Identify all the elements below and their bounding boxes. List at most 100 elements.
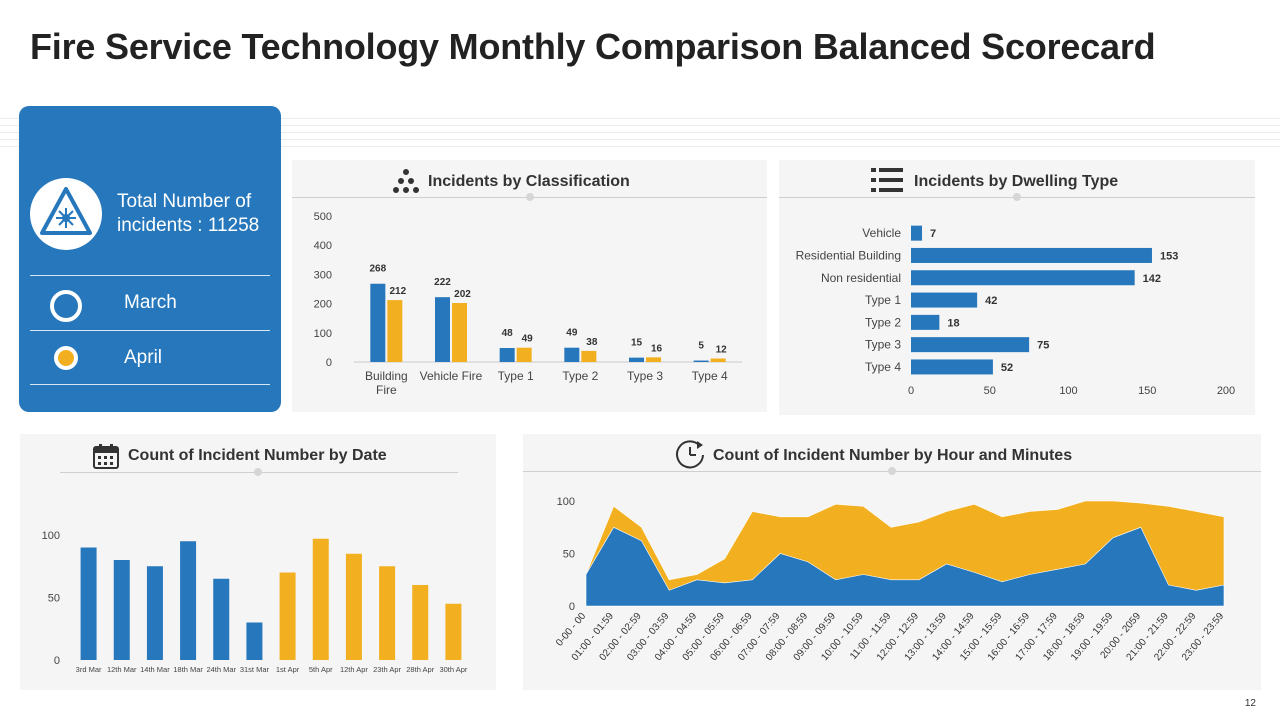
y-tick-label: 100 xyxy=(557,496,575,508)
data-label: 16 xyxy=(651,343,663,354)
sidebar-divider xyxy=(30,330,270,331)
date-panel: Count of Incident Number by Date 0 50 100 3… xyxy=(20,434,496,690)
data-label: 5 xyxy=(698,341,704,352)
y-tick-label: 400 xyxy=(314,240,332,252)
total-label-line1: Total Number of xyxy=(117,191,252,212)
x-tick-label: 150 xyxy=(1138,385,1156,397)
april-date-bar xyxy=(312,538,329,660)
legend-label-april: April xyxy=(124,347,163,368)
x-tick-label: Type 3 xyxy=(627,369,663,383)
x-tick-label: 12th Apr xyxy=(340,665,368,674)
fire-triangle-icon xyxy=(40,187,92,235)
dwelling-panel: Incidents by Dwelling Type Vehicle 7 Resid… xyxy=(779,160,1255,415)
march-date-bar xyxy=(146,566,163,660)
y-tick-label: 0 xyxy=(326,357,332,369)
data-label: 48 xyxy=(502,328,514,339)
april-bar xyxy=(581,350,597,362)
april-date-bar xyxy=(379,566,396,660)
dwelling-bar xyxy=(911,314,940,330)
y-tick-label: 50 xyxy=(48,593,60,605)
x-tick-label: Type 2 xyxy=(562,369,598,383)
fire-service-logo xyxy=(30,178,102,250)
page-number: 12 xyxy=(1244,698,1256,709)
april-bar xyxy=(646,357,661,362)
data-label: 49 xyxy=(522,334,534,345)
march-bar xyxy=(564,347,580,362)
x-tick-label: Type 4 xyxy=(692,369,728,383)
data-label: 12 xyxy=(716,344,728,355)
march-date-bar xyxy=(180,541,197,660)
date-chart: 0 50 100 3rd Mar 12th Mar 14th Mar 18th Mar 24t… xyxy=(42,530,468,674)
march-bar xyxy=(693,360,709,362)
data-label: 42 xyxy=(985,295,997,307)
data-label: 142 xyxy=(1143,273,1161,285)
dwelling-bar xyxy=(911,270,1135,286)
dwelling-bar xyxy=(911,337,1030,353)
y-tick-label: 0 xyxy=(569,601,575,613)
dwelling-bar xyxy=(911,247,1152,263)
list-icon xyxy=(871,168,903,192)
april-date-bar xyxy=(445,603,462,660)
data-label: 52 xyxy=(1001,362,1013,374)
dwelling-bar xyxy=(911,292,978,308)
march-legend-marker xyxy=(50,290,82,322)
y-tick-label: 500 xyxy=(314,211,332,223)
x-tick-label: 200 xyxy=(1217,385,1235,397)
x-tick-label: 3rd Mar xyxy=(76,665,102,674)
x-tick-label: Building xyxy=(365,369,408,383)
y-tick-label: Type 2 xyxy=(865,315,901,329)
y-tick-label: 100 xyxy=(314,328,332,340)
calendar-icon xyxy=(93,444,119,469)
x-tick-label: 30th Apr xyxy=(439,665,467,674)
x-tick-label: 12th Mar xyxy=(107,665,137,674)
hour-panel: Count of Incident Number by Hour and Min… xyxy=(523,434,1261,690)
total-label-line2: incidents : 11258 xyxy=(117,215,260,236)
data-label: 18 xyxy=(947,317,959,329)
y-tick-label: Type 3 xyxy=(865,338,901,352)
x-tick-label: 14th Mar xyxy=(140,665,170,674)
x-tick-label: 28th Apr xyxy=(406,665,434,674)
march-bar xyxy=(499,347,515,362)
y-tick-label: 0 xyxy=(54,655,60,667)
legend-label-march: March xyxy=(124,292,177,313)
april-legend-marker xyxy=(54,346,78,370)
data-label: 38 xyxy=(586,337,598,348)
march-bar xyxy=(629,357,644,362)
dwelling-bar xyxy=(911,359,993,375)
x-tick-label: 5th Apr xyxy=(309,665,333,674)
data-label: 75 xyxy=(1037,340,1049,352)
data-label: 268 xyxy=(369,264,386,275)
april-bar xyxy=(452,303,467,362)
march-date-bar xyxy=(80,547,97,660)
x-tick-label: Fire xyxy=(376,383,397,397)
x-tick-label: Vehicle Fire xyxy=(420,369,483,383)
y-tick-label: 200 xyxy=(314,299,332,311)
data-label: 7 xyxy=(930,228,936,240)
march-bar xyxy=(435,297,450,362)
panel-knob xyxy=(526,193,534,201)
sidebar-divider xyxy=(30,275,270,276)
y-tick-label: Vehicle xyxy=(862,226,901,240)
y-tick-label: 300 xyxy=(314,269,332,281)
page-title: Fire Service Technology Monthly Comparis… xyxy=(30,26,1156,67)
dwelling-title: Incidents by Dwelling Type xyxy=(914,173,1119,190)
summary-sidebar: Total Number of incidents : 11258 March … xyxy=(19,106,281,412)
data-label: 212 xyxy=(389,286,406,297)
april-bar xyxy=(387,300,403,362)
x-tick-label: 23th Apr xyxy=(373,665,401,674)
classification-panel: Incidents by Classification 0 100 200 300 40… xyxy=(292,160,767,412)
y-tick-label: 100 xyxy=(42,530,60,542)
hour-title: Count of Incident Number by Hour and Min… xyxy=(713,447,1073,464)
dwelling-chart: Vehicle 7 Residential Building 153 Non resid… xyxy=(796,225,1235,397)
april-bar xyxy=(710,358,726,362)
panel-knob xyxy=(1013,193,1021,201)
y-tick-label: 50 xyxy=(563,549,575,561)
x-tick-label: 50 xyxy=(984,385,996,397)
x-tick-label: 100 xyxy=(1059,385,1077,397)
y-tick-label: Residential Building xyxy=(796,248,901,262)
y-tick-label: Non residential xyxy=(821,271,901,285)
april-date-bar xyxy=(412,585,429,660)
april-date-bar xyxy=(345,553,362,660)
